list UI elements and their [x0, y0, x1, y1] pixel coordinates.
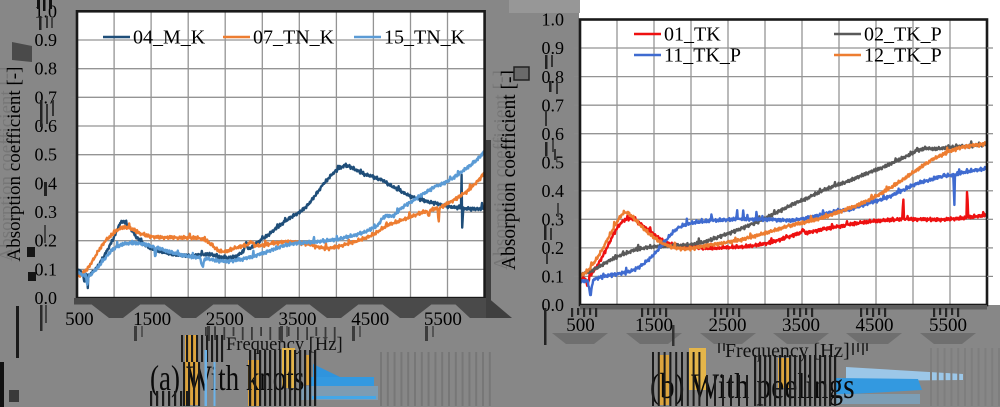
svg-text:Absorption coefficient [-]: Absorption coefficient [-]	[491, 70, 512, 270]
svg-text:500: 500	[566, 315, 595, 336]
svg-text:4500: 4500	[351, 309, 389, 330]
svg-text:0.8: 0.8	[542, 67, 565, 87]
svg-text:3500: 3500	[782, 315, 820, 336]
svg-text:1500: 1500	[635, 315, 673, 336]
svg-text:07_TN_K: 07_TN_K	[253, 27, 335, 49]
svg-text:0.2: 0.2	[542, 238, 565, 258]
svg-text:0.5: 0.5	[35, 145, 58, 165]
svg-text:12_TK_P: 12_TK_P	[864, 45, 942, 67]
svg-text:0.9: 0.9	[542, 38, 565, 58]
svg-text:11_TK_P: 11_TK_P	[664, 45, 741, 67]
svg-text:2500: 2500	[206, 309, 244, 330]
svg-text:2500: 2500	[709, 315, 747, 336]
svg-text:02_TK_P: 02_TK_P	[864, 24, 942, 46]
svg-text:0.1: 0.1	[542, 267, 565, 287]
svg-text:0.0: 0.0	[542, 295, 565, 315]
svg-text:0.5: 0.5	[542, 152, 565, 172]
svg-text:1500: 1500	[133, 309, 171, 330]
svg-text:4500: 4500	[856, 315, 894, 336]
svg-text:0.9: 0.9	[35, 30, 58, 50]
svg-text:500: 500	[65, 309, 94, 330]
svg-text:Absorption coefficient [-]: Absorption coefficient [-]	[499, 70, 520, 270]
svg-text:3500: 3500	[279, 309, 317, 330]
svg-text:(b) With peelings: (b) With peelings	[650, 367, 855, 406]
svg-text:0.0: 0.0	[35, 288, 58, 308]
svg-text:0.4: 0.4	[542, 181, 565, 201]
svg-text:15_TN_K: 15_TN_K	[384, 27, 466, 49]
svg-text:5500: 5500	[929, 315, 967, 336]
svg-text:01_TK: 01_TK	[664, 24, 721, 46]
svg-text:Absorption coefficient [-]: Absorption coefficient [-]	[4, 67, 25, 262]
svg-text:0.8: 0.8	[35, 59, 58, 79]
svg-text:0.3: 0.3	[35, 202, 58, 222]
svg-text:0.7: 0.7	[542, 95, 565, 115]
svg-text:0.6: 0.6	[542, 124, 565, 144]
svg-text:0.1: 0.1	[35, 259, 58, 279]
svg-text:Absorption coefficient [-]: Absorption coefficient [-]	[0, 67, 17, 262]
svg-text:5500: 5500	[424, 309, 462, 330]
svg-text:0.6: 0.6	[35, 116, 58, 136]
svg-text:04_M_K: 04_M_K	[133, 27, 206, 49]
svg-text:1.0: 1.0	[542, 10, 565, 30]
